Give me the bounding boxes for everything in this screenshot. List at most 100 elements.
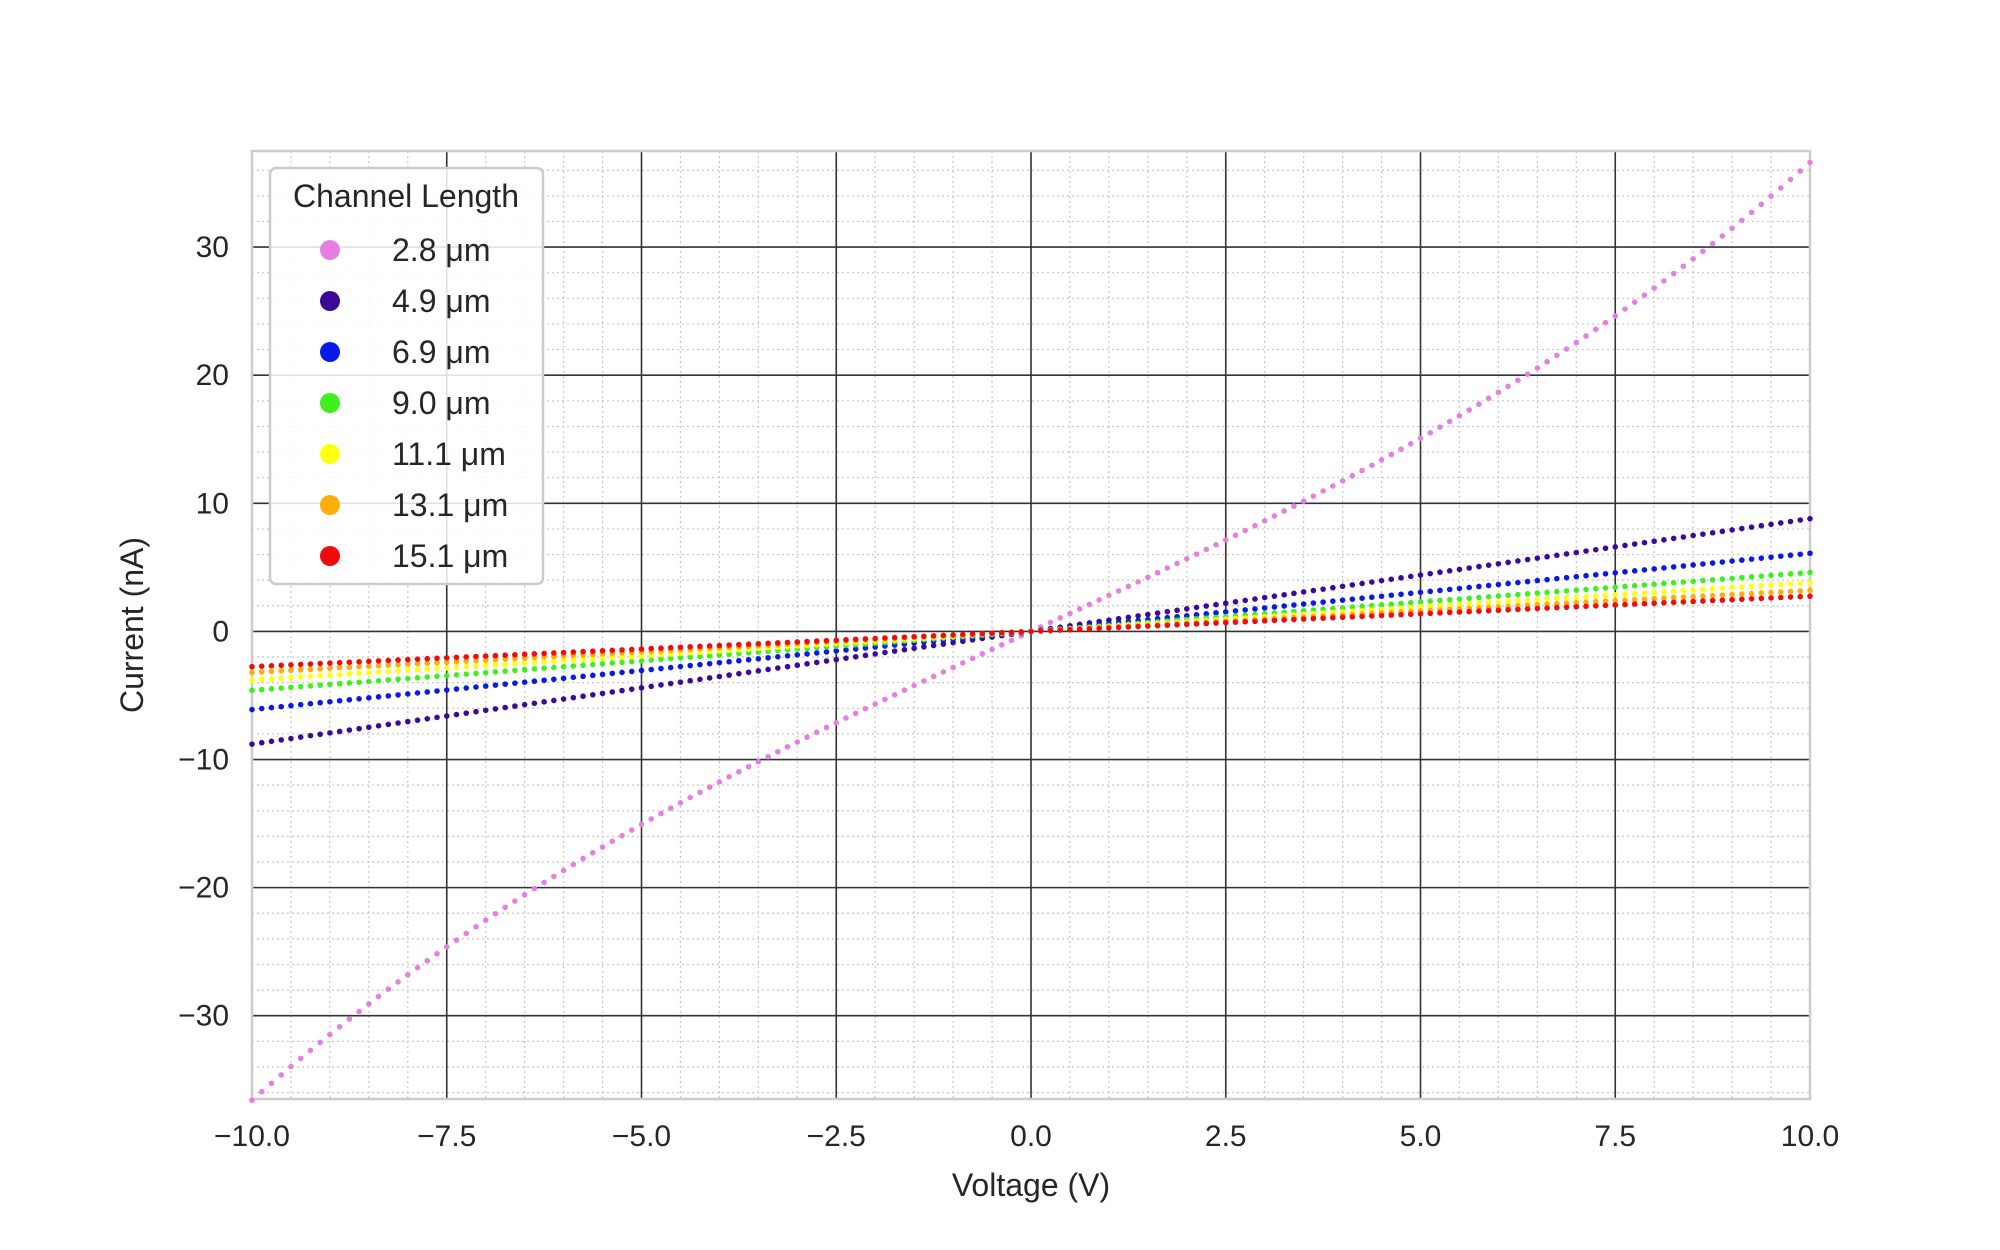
data-point [648, 816, 655, 822]
data-point [1700, 248, 1706, 255]
data-point [862, 652, 869, 659]
data-point [1067, 626, 1073, 633]
data-point [1485, 582, 1492, 589]
data-point [775, 748, 781, 755]
data-point [1729, 575, 1735, 582]
data-point [278, 675, 285, 682]
data-point [1515, 558, 1521, 564]
data-point [1768, 589, 1774, 596]
data-point [346, 727, 353, 733]
data-point [1476, 594, 1482, 601]
data-point [1008, 629, 1015, 636]
data-point [1573, 339, 1580, 346]
data-point [1476, 401, 1482, 408]
data-point [327, 660, 333, 666]
data-point [1602, 545, 1609, 552]
data-point [1787, 594, 1794, 600]
data-point [1690, 562, 1696, 568]
data-point [745, 763, 752, 770]
data-point [1310, 493, 1317, 499]
data-point [1096, 625, 1102, 632]
data-point [1164, 622, 1171, 629]
data-point [1184, 612, 1190, 619]
data-point [1515, 598, 1521, 604]
data-point [1427, 610, 1434, 617]
data-point [1563, 595, 1570, 601]
data-point [1330, 614, 1336, 621]
data-point [580, 648, 586, 655]
data-point [628, 686, 635, 692]
data-point [453, 672, 460, 678]
data-point [366, 695, 372, 701]
data-point [706, 675, 713, 681]
data-point [609, 647, 616, 654]
data-point [638, 684, 645, 691]
data-point [327, 681, 333, 688]
data-point [1339, 583, 1346, 590]
series [249, 515, 1813, 747]
data-point [1232, 619, 1239, 625]
data-point [1310, 600, 1317, 606]
data-point [1476, 583, 1482, 590]
data-point [473, 708, 479, 715]
data-point [288, 1063, 294, 1070]
data-point [424, 655, 431, 662]
data-point [288, 662, 294, 668]
data-point [677, 800, 684, 806]
data-point [1359, 580, 1365, 587]
data-point [1271, 604, 1278, 610]
data-point [609, 654, 616, 661]
data-point [677, 663, 684, 670]
data-point [1651, 589, 1657, 596]
data-point [1622, 569, 1628, 575]
data-point [317, 673, 323, 679]
data-point [366, 669, 372, 676]
data-point [1359, 595, 1365, 601]
data-point [911, 682, 917, 689]
data-point [1359, 613, 1365, 620]
data-point [755, 758, 762, 765]
data-point [989, 630, 995, 636]
data-point [882, 649, 888, 656]
data-point [521, 660, 528, 666]
data-point [414, 690, 421, 696]
data-point [1222, 609, 1229, 615]
data-point [1768, 572, 1774, 579]
data-point [1184, 621, 1190, 628]
data-point [1076, 626, 1083, 632]
data-point [1797, 580, 1804, 587]
data-point [570, 649, 577, 655]
y-tick-label: 10 [196, 487, 229, 520]
data-point [1709, 592, 1716, 599]
y-tick-label: −20 [178, 872, 229, 905]
data-point [1388, 451, 1395, 458]
data-point [1670, 588, 1677, 595]
data-point [414, 675, 421, 681]
legend-marker [320, 444, 340, 464]
data-point [521, 701, 528, 708]
data-point [434, 673, 440, 680]
data-point [1807, 550, 1813, 557]
data-point [307, 673, 314, 680]
data-point [1758, 555, 1765, 561]
data-point [453, 937, 460, 943]
data-point [1485, 600, 1492, 606]
data-point [249, 1097, 255, 1104]
data-point [307, 683, 314, 689]
data-point [1261, 518, 1268, 524]
data-point [258, 705, 265, 712]
data-point [1300, 601, 1307, 607]
data-point [1641, 596, 1648, 602]
data-point [638, 821, 645, 828]
data-point [998, 642, 1005, 648]
data-point [1534, 555, 1541, 561]
data-point [521, 651, 528, 658]
data-point [1554, 588, 1560, 595]
data-point [609, 670, 616, 677]
data-point [580, 662, 586, 669]
data-point [443, 659, 450, 665]
data-point [414, 660, 421, 667]
data-point [590, 661, 596, 668]
data-point [463, 663, 470, 670]
data-point [1300, 498, 1307, 504]
